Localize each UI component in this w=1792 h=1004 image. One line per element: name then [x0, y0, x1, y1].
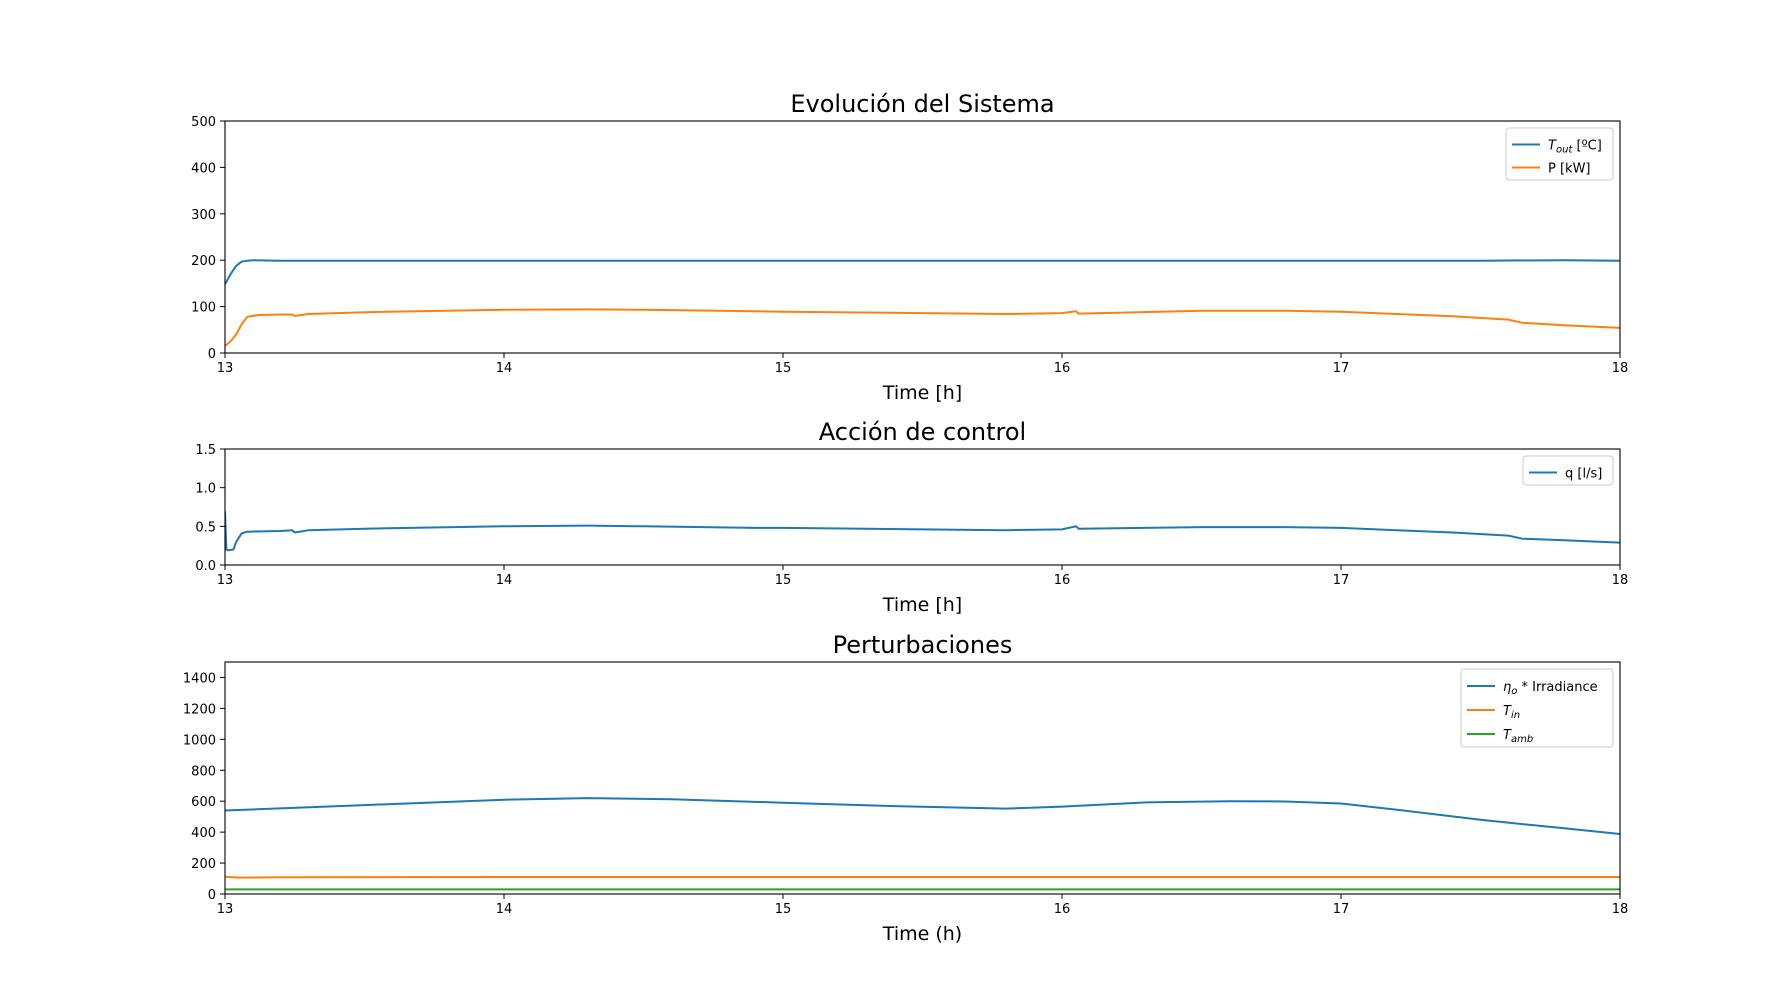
legend: q [l/s] — [1522, 455, 1614, 486]
y-tick-label: 0 — [208, 347, 216, 362]
x-tick-label: 14 — [496, 361, 513, 376]
x-tick-label: 18 — [1612, 361, 1629, 376]
y-tick-label: 100 — [191, 301, 216, 316]
x-tick-label: 15 — [775, 902, 792, 917]
y-tick-label: 1400 — [183, 671, 216, 686]
x-axis-label: Time [h] — [882, 594, 962, 616]
series-line — [225, 259, 1620, 285]
series-line — [225, 510, 1620, 552]
legend-label-sub: o — [1511, 686, 1517, 697]
legend-label: Tin — [1503, 704, 1520, 721]
legend-label: Tout [ºC] — [1548, 139, 1602, 156]
legend-label-main: T — [1503, 728, 1512, 743]
y-tick-label: 1.0 — [195, 482, 216, 497]
chart-title: Evolución del Sistema — [790, 90, 1054, 118]
plot-frame — [224, 661, 1621, 895]
legend-label: Tamb — [1503, 728, 1533, 745]
plot-frame — [224, 120, 1621, 354]
x-tick-label: 15 — [775, 361, 792, 376]
legend-label: q [l/s] — [1565, 467, 1602, 482]
x-tick-label: 17 — [1333, 573, 1350, 588]
series-line — [225, 875, 1620, 879]
series-line — [225, 308, 1620, 347]
legend-label: P [kW] — [1548, 162, 1591, 177]
chart-2: Acción de control 13 14 15 16 17 18 0.0 0.5 1.0 1.… — [195, 418, 1628, 616]
legend-label-main: T — [1548, 139, 1557, 154]
series-line — [225, 797, 1620, 835]
legend-label-sub: in — [1511, 710, 1520, 721]
x-tick-label: 16 — [1054, 573, 1071, 588]
y-tick-label: 600 — [191, 795, 216, 810]
legend-label-main: η — [1503, 680, 1511, 695]
legend-label-sub: amb — [1511, 734, 1533, 745]
x-axis-label: Time [h] — [882, 382, 962, 404]
x-tick-label: 17 — [1333, 902, 1350, 917]
y-tick-label: 400 — [191, 826, 216, 841]
legend-label-suffix: [ºC] — [1572, 139, 1601, 154]
y-tick-label: 0 — [208, 888, 216, 903]
x-axis-label: Time (h) — [882, 923, 962, 945]
x-tick-label: 16 — [1054, 361, 1071, 376]
y-tick-label: 1.5 — [195, 443, 216, 458]
y-tick-label: 0.0 — [195, 559, 216, 574]
x-tick-label: 16 — [1054, 902, 1071, 917]
y-tick-label: 400 — [191, 161, 216, 176]
y-tick-label: 500 — [191, 115, 216, 130]
x-tick-label: 13 — [217, 902, 234, 917]
legend-label-suffix: * Irradiance — [1517, 680, 1597, 695]
x-tick-label: 13 — [217, 361, 234, 376]
y-tick-label: 0.5 — [195, 520, 216, 535]
x-tick-label: 18 — [1612, 573, 1629, 588]
x-tick-label: 14 — [496, 573, 513, 588]
x-tick-label: 15 — [775, 573, 792, 588]
y-tick-label: 800 — [191, 764, 216, 779]
chart-title: Perturbaciones — [833, 631, 1013, 659]
y-tick-label: 1200 — [183, 702, 216, 717]
y-tick-label: 200 — [191, 254, 216, 269]
chart-3: Perturbaciones 13 14 15 16 17 18 0 200 400 600 800 1… — [183, 631, 1628, 945]
legend-box — [1460, 668, 1614, 748]
x-tick-label: 17 — [1333, 361, 1350, 376]
y-tick-label: 200 — [191, 857, 216, 872]
y-tick-label: 1000 — [183, 733, 216, 748]
legend-box — [1522, 455, 1614, 486]
x-tick-label: 18 — [1612, 902, 1629, 917]
chart-1: Evolución del Sistema 13 14 15 16 17 18 0 100 200… — [191, 90, 1628, 404]
x-tick-label: 14 — [496, 902, 513, 917]
legend-label-main: T — [1503, 704, 1512, 719]
legend-label-sub: out — [1556, 145, 1573, 156]
legend-label: ηo * Irradiance — [1503, 680, 1598, 697]
legend: Tout [ºC] P [kW] — [1505, 127, 1614, 181]
chart-title: Acción de control — [819, 418, 1026, 446]
plot-frame — [224, 448, 1621, 566]
y-tick-label: 300 — [191, 208, 216, 223]
x-tick-label: 13 — [217, 573, 234, 588]
